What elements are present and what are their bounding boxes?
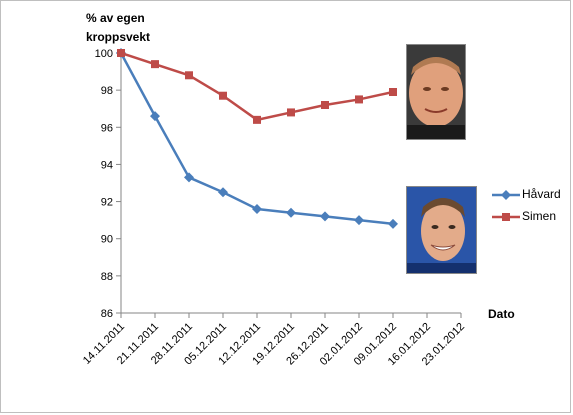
data-point-havard — [286, 207, 296, 218]
data-point-simen — [321, 101, 329, 109]
series-line-havard — [119, 52, 394, 226]
data-point-simen — [117, 49, 125, 57]
data-point-havard — [388, 218, 398, 229]
data-point-simen — [219, 91, 227, 100]
data-point-havard — [320, 211, 330, 222]
legend-item-simen: Simen — [492, 208, 570, 230]
data-point-havard — [354, 215, 364, 226]
portrait-photo-havard — [406, 186, 477, 274]
data-point-simen — [151, 60, 159, 69]
data-point-simen — [389, 88, 397, 96]
y-tick-label: 90 — [101, 234, 113, 246]
legend-item-havard: Håvard — [492, 186, 570, 208]
data-point-havard — [150, 111, 160, 122]
y-tick-label: 96 — [101, 122, 113, 134]
y-tick-label: 86 — [101, 308, 113, 320]
data-point-havard — [184, 172, 194, 183]
legend-marker-havard — [492, 190, 520, 200]
y-tick-label: 94 — [101, 159, 113, 171]
x-tick-labels: 14.11.201121.11.201128.11.201105.12.2011… — [81, 321, 467, 368]
data-point-havard — [218, 187, 228, 198]
data-point-simen — [253, 115, 261, 124]
data-point-havard — [252, 204, 262, 214]
series-line-simen — [120, 51, 394, 122]
y-tick-label: 98 — [101, 85, 113, 97]
legend-label-havard: Håvard — [522, 187, 561, 201]
legend: Håvard Simen — [492, 186, 570, 230]
data-point-simen — [185, 71, 193, 80]
portrait-photo-simen — [406, 44, 466, 140]
series-layer — [116, 48, 398, 229]
legend-label-simen: Simen — [522, 209, 557, 223]
y-tick-label: 92 — [101, 197, 113, 209]
y-tick-label: 100 — [95, 48, 113, 60]
data-point-simen — [355, 95, 363, 104]
y-tick-label: 88 — [101, 271, 113, 283]
legend-marker-simen — [492, 213, 520, 221]
y-tick-labels: 86 88 90 92 94 96 98 100 — [95, 48, 113, 320]
y-axis-title: % av egen kroppsvekt — [86, 11, 151, 44]
x-axis-title: Dato — [488, 307, 515, 321]
data-point-simen — [287, 108, 295, 117]
